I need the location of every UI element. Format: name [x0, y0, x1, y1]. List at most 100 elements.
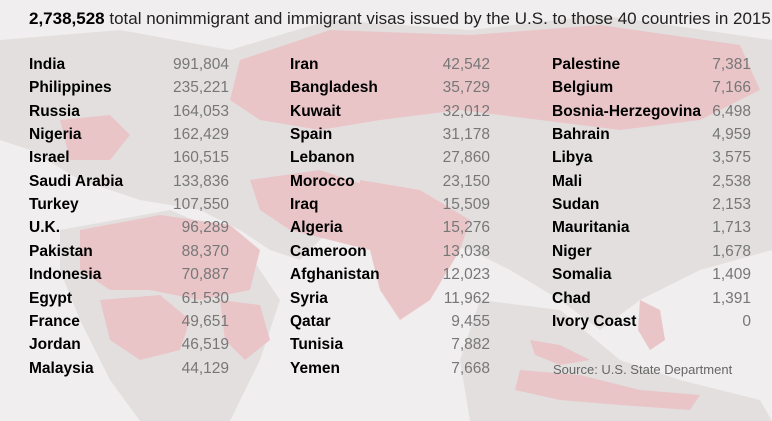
- country-name: Yemen: [290, 359, 340, 377]
- visa-count: 3,575: [712, 149, 751, 167]
- highlight-russia: [230, 25, 760, 130]
- country-name: Iran: [290, 56, 319, 73]
- table-row: Somalia 1,409: [552, 266, 751, 288]
- table-row: Spain 31,178: [290, 126, 490, 148]
- country-name: Tunisia: [290, 336, 344, 354]
- visa-count: 1,391: [712, 289, 751, 307]
- country-name: Cameroon: [290, 242, 367, 260]
- source-note: Source: U.S. State Department: [553, 362, 733, 377]
- visa-count: 6,498: [712, 102, 751, 120]
- page-title: 2,738,528 total nonimmigrant and immigra…: [29, 9, 771, 29]
- visa-count: 0: [742, 312, 751, 330]
- visa-count: 46,519: [181, 336, 229, 354]
- table-row: Nigeria 162,429: [29, 126, 229, 148]
- country-name: Nigeria: [29, 126, 82, 144]
- visa-count: 7,166: [712, 79, 751, 97]
- visa-count: 23,150: [442, 172, 490, 190]
- table-row: Palestine 7,381: [552, 56, 751, 78]
- visa-count: 2,153: [712, 196, 751, 214]
- table-row: Iran 42,542: [290, 56, 490, 78]
- title-text: total nonimmigrant and immigrant visas i…: [109, 9, 771, 28]
- country-name: Libya: [552, 149, 593, 167]
- visa-count: 61,530: [181, 289, 229, 307]
- visa-count: 1,409: [712, 266, 751, 284]
- country-name: Belgium: [552, 79, 614, 97]
- highlight-west-africa: [100, 295, 190, 360]
- table-row: Jordan 46,519: [29, 336, 229, 358]
- table-row: Syria 11,962: [290, 290, 490, 312]
- visa-count: 31,178: [442, 126, 490, 144]
- table-row: Philippines 235,221: [29, 79, 229, 101]
- highlight-north-africa: [80, 215, 260, 300]
- visa-count: 49,651: [181, 312, 229, 330]
- country-name: Algeria: [290, 219, 343, 237]
- country-name: Indonesia: [29, 266, 102, 284]
- visa-count: 11,962: [443, 289, 490, 307]
- highlight-indonesia: [515, 370, 700, 410]
- table-row: Israel 160,515: [29, 149, 229, 171]
- table-row: Morocco 23,150: [290, 173, 490, 195]
- visa-count: 13,038: [442, 242, 490, 260]
- country-name: Palestine: [552, 56, 621, 73]
- country-name: Israel: [29, 149, 70, 167]
- table-row: Niger 1,678: [552, 243, 751, 265]
- country-name: Malaysia: [29, 359, 94, 377]
- table-row: Egypt 61,530: [29, 290, 229, 312]
- country-name: Qatar: [290, 312, 331, 330]
- table-row: Libya 3,575: [552, 149, 751, 171]
- country-name: Somalia: [552, 266, 612, 284]
- table-row: Iraq 15,509: [290, 196, 490, 218]
- visa-count: 15,509: [442, 196, 490, 214]
- table-row: Kuwait 32,012: [290, 103, 490, 125]
- country-name: Pakistan: [29, 242, 93, 260]
- table-row: Bosnia-Herzegovina 6,498: [552, 103, 751, 125]
- visa-count: 9,455: [451, 312, 490, 330]
- country-name: Jordan: [29, 336, 81, 354]
- country-name: Mauritania: [552, 219, 630, 237]
- visa-count: 7,381: [712, 56, 751, 73]
- country-name: Iraq: [290, 196, 319, 214]
- visa-count: 42,542: [442, 56, 490, 73]
- country-name: Morocco: [290, 172, 355, 190]
- table-row: Malaysia 44,129: [29, 360, 229, 382]
- table-row: Tunisia 7,882: [290, 336, 490, 358]
- country-name: India: [29, 56, 66, 73]
- visa-count: 12,023: [442, 266, 490, 284]
- country-name: France: [29, 312, 80, 330]
- table-row: India 991,804: [29, 56, 229, 78]
- table-row: Algeria 15,276: [290, 219, 490, 241]
- visa-count: 27,860: [442, 149, 490, 167]
- visa-count: 44,129: [181, 359, 229, 377]
- table-row: Turkey 107,550: [29, 196, 229, 218]
- table-row: Chad 1,391: [552, 290, 751, 312]
- country-name: Turkey: [29, 196, 79, 214]
- country-name: Bosnia-Herzegovina: [552, 102, 702, 120]
- country-name: Bahrain: [552, 126, 610, 144]
- visa-count: 1,713: [712, 219, 751, 237]
- table-row: Cameroon 13,038: [290, 243, 490, 265]
- visa-count: 35,729: [442, 79, 490, 97]
- highlight-horn-africa: [220, 300, 270, 360]
- table-row: Yemen 7,668: [290, 360, 490, 382]
- country-name: Sudan: [552, 196, 600, 214]
- country-name: Mali: [552, 172, 583, 190]
- table-row: Ivory Coast 0: [552, 313, 751, 335]
- visa-count: 7,882: [451, 336, 490, 354]
- table-row: Belgium 7,166: [552, 79, 751, 101]
- country-name: Saudi Arabia: [29, 172, 124, 190]
- country-name: Russia: [29, 102, 80, 120]
- country-name: Niger: [552, 242, 592, 260]
- table-row: Bangladesh 35,729: [290, 79, 490, 101]
- visa-count: 7,668: [451, 359, 490, 377]
- visa-count: 164,053: [172, 102, 229, 120]
- country-name: Chad: [552, 289, 591, 307]
- country-name: Egypt: [29, 289, 73, 307]
- country-name: U.K.: [29, 219, 60, 237]
- visa-count: 160,515: [172, 149, 229, 167]
- visa-count: 162,429: [172, 126, 229, 144]
- country-name: Lebanon: [290, 149, 355, 167]
- visa-count: 107,550: [172, 196, 229, 214]
- visa-count: 96,289: [181, 219, 229, 237]
- visa-count: 2,538: [712, 172, 751, 190]
